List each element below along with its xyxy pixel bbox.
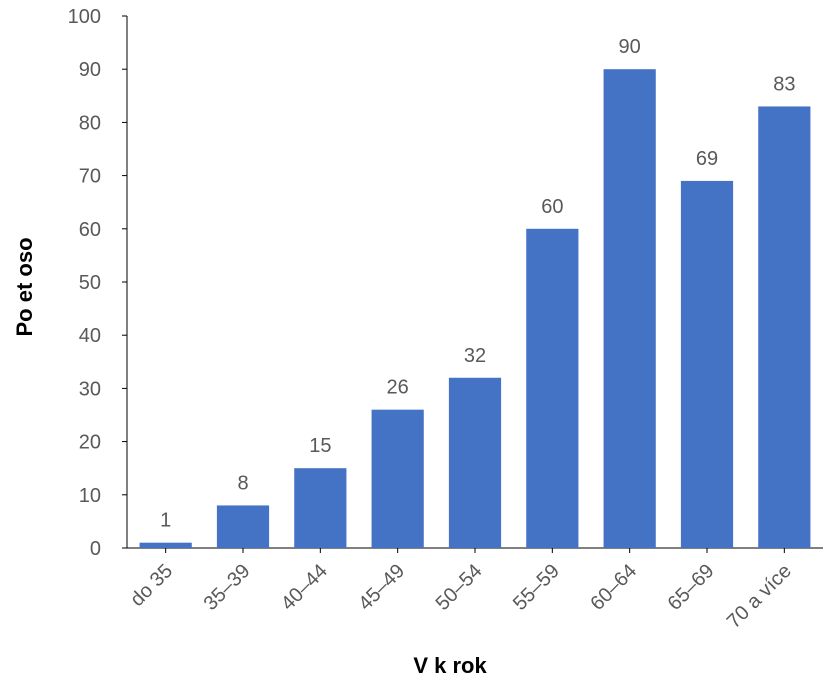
bar xyxy=(139,542,192,548)
y-tick-label: 20 xyxy=(79,432,101,454)
x-tick-label: 35–39 xyxy=(200,560,255,615)
data-label: 1 xyxy=(160,510,171,532)
y-axis-title: Po et oso xyxy=(12,237,37,336)
y-tick-label: 30 xyxy=(79,378,101,400)
data-label: 60 xyxy=(541,196,563,218)
data-label: 32 xyxy=(464,345,486,367)
data-label: 90 xyxy=(619,36,641,58)
y-tick-label: 90 xyxy=(79,59,101,81)
x-tick-label: 40–44 xyxy=(277,560,332,615)
y-tick-label: 80 xyxy=(79,112,101,134)
x-tick-label: 45–49 xyxy=(354,560,409,615)
bar xyxy=(216,505,270,548)
y-tick-label: 0 xyxy=(90,538,101,560)
y-tick-label: 10 xyxy=(79,485,101,507)
y-tick-label: 100 xyxy=(68,6,101,28)
x-tick-label: do 35 xyxy=(126,560,177,611)
x-tick-label: 60–64 xyxy=(586,560,641,615)
data-label: 15 xyxy=(309,435,331,457)
bar xyxy=(758,106,811,548)
bars xyxy=(139,69,811,549)
y-tick-label: 60 xyxy=(79,219,101,241)
data-label: 26 xyxy=(387,377,409,399)
data-label: 8 xyxy=(237,472,248,494)
bar xyxy=(371,409,424,548)
x-axis-title: V k rok xyxy=(413,653,487,678)
x-tick-label: 50–54 xyxy=(432,560,487,615)
y-axis: 0 10 20 30 40 50 60 70 80 90 100 xyxy=(68,6,128,560)
y-tick-label: 50 xyxy=(79,272,101,294)
bar xyxy=(603,69,656,548)
x-tick-label: 55–59 xyxy=(509,560,564,615)
bar xyxy=(526,228,579,549)
y-tick-label: 40 xyxy=(79,325,101,347)
x-tick-label: 65–69 xyxy=(664,560,719,615)
x-axis: do 35 35–39 40–44 45–49 50–54 55–59 60–64 65–69… xyxy=(126,547,823,633)
data-label: 83 xyxy=(773,73,795,95)
data-label: 69 xyxy=(696,148,718,170)
data-labels: 1 8 15 26 32 60 90 69 83 xyxy=(160,36,795,531)
bar xyxy=(448,377,502,548)
x-tick-label: 70 a více xyxy=(723,560,796,633)
bar xyxy=(294,468,347,548)
bar xyxy=(680,180,734,549)
y-tick-label: 70 xyxy=(79,166,101,188)
